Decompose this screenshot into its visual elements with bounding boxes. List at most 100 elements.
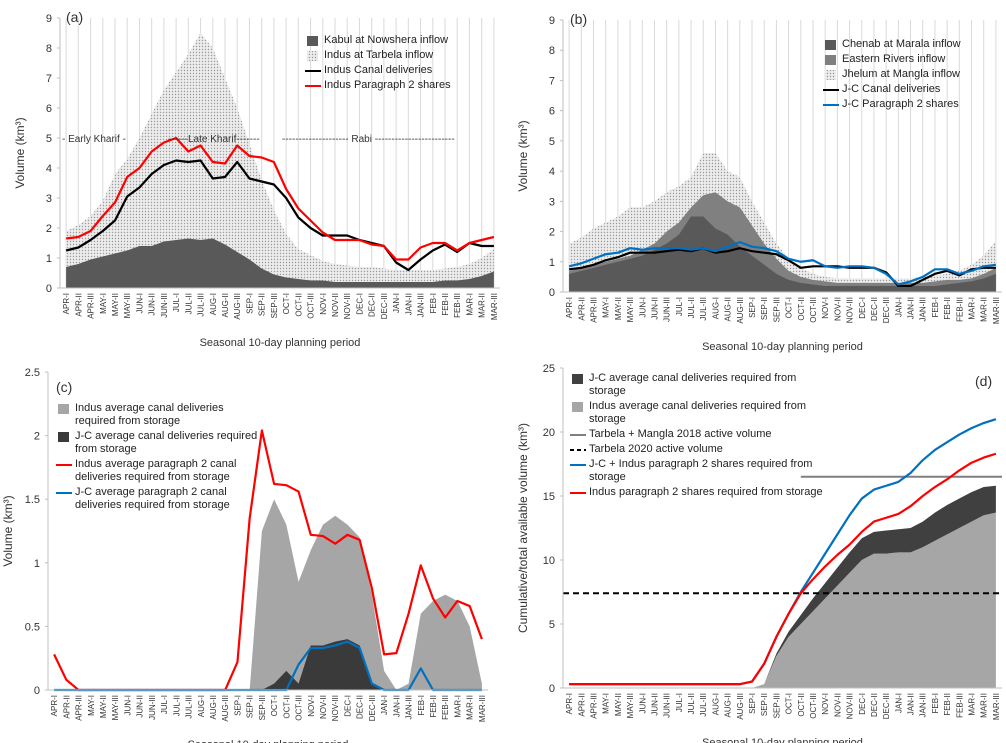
y-axis-title: Volume (km³) [1,495,15,566]
legend-swatch [58,432,69,442]
swatch-area [307,51,318,61]
legend-item: Kabul at Nowshera inflow [305,34,495,47]
legend-label: J-C Canal deliveries [842,83,941,95]
x-tick-label: MAY-III [123,293,132,318]
legend-item: Chenab at Marala inflow [823,38,1006,51]
area [569,485,996,688]
x-tick-label: OCT-III [809,693,818,719]
x-tick-label: JAN-III [417,293,426,317]
legend-item: J-C average canal deliveries required fr… [570,372,832,398]
x-tick-label: AUG-I [197,695,206,717]
y-tick-label: 25 [543,363,555,375]
x-tick-label: DEC-I [355,293,364,315]
x-tick-label: JUN-III [663,297,672,322]
y-tick-label: 1 [549,257,555,269]
x-tick-label: APR-I [50,695,59,716]
swatch-area [307,36,318,46]
annotation: -------------------- Rabi --------------… [282,134,455,145]
x-tick-label: JUN-I [135,293,144,313]
legend-label: J-C average canal deliveries required fr… [75,430,258,455]
panel-label: (b) [570,11,587,27]
x-tick-label: NOV-I [821,693,830,715]
x-tick-label: MAY-I [99,293,108,314]
x-tick-label: AUG-I [711,693,720,715]
legend-item: Indus Canal deliveries [305,64,495,77]
legend-item: Eastern Rivers inflow [823,53,1006,66]
x-tick-label: DEC-II [356,695,365,719]
x-tick-label: OCT-II [294,293,303,317]
x-tick-label: JUL-I [675,297,684,316]
annotation: - Early Kharif - [62,134,126,145]
x-axis-title: Seasonal 10-day planning period [200,337,361,349]
legend-swatch [570,449,586,451]
legend-label: Indus average canal deliveries required … [589,400,807,425]
x-tick-label: NOV-II [833,693,842,717]
x-tick-label: JUL-III [197,293,206,317]
y-tick-label: 2.5 [25,367,40,379]
x-tick-label: JUL-II [184,293,193,314]
legend-label: Indus Paragraph 2 shares [324,79,451,91]
x-tick-label: JUL-II [172,695,181,716]
x-tick-label: MAR-III [490,293,499,320]
x-tick-label: JUN-II [650,297,659,320]
y-tick-label: 0 [549,287,555,299]
legend: Chenab at Marala inflow Eastern Rivers in… [823,38,1006,113]
x-tick-label: DEC-II [368,293,377,317]
x-tick-label: DEC-III [882,297,891,323]
swatch-area [825,55,836,65]
area [569,216,996,292]
legend-label: Eastern Rivers inflow [842,53,946,65]
x-tick-label: NOV-III [331,695,340,721]
x-tick-label: FEB-III [955,693,964,718]
legend-label: Kabul at Nowshera inflow [324,34,449,46]
x-tick-label: FEB-II [441,293,450,316]
line [569,452,997,686]
legend-swatch [570,464,586,466]
x-tick-label: JAN-I [894,297,903,317]
x-tick-label: APR-I [565,297,574,318]
legend-swatch [572,374,583,384]
x-tick-label: OCT-I [270,695,279,716]
x-tick-label: OCT-I [282,293,291,314]
x-tick-label: JUN-II [136,695,145,718]
panel-label: (d) [975,373,992,389]
x-tick-label: JAN-III [919,693,928,717]
x-tick-label: DEC-II [870,297,879,321]
x-tick-label: DEC-I [858,693,867,715]
x-tick-label: MAR-II [466,695,475,720]
x-tick-label: JUL-I [675,693,684,712]
legend-label: Indus average canal deliveries required … [75,402,224,427]
x-tick-label: JUN-II [650,693,659,716]
x-tick-label: FEB-III [955,297,964,322]
x-tick-label: SEP-I [748,693,757,714]
legend: Indus average canal deliveries required … [56,402,266,514]
x-tick-label: DEC-III [368,695,377,721]
x-tick-label: OCT-III [307,293,316,319]
legend-swatch [305,85,321,87]
legend-swatch [825,40,836,50]
legend: J-C average canal deliveries required fr… [570,372,832,501]
y-tick-label: 1.5 [25,494,40,506]
x-tick-label: AUG-III [233,293,242,320]
legend-label: Indus average paragraph 2 canal deliveri… [75,458,237,483]
x-tick-label: JUN-III [148,695,157,720]
x-tick-label: OCT-III [295,695,304,721]
swatch-area [572,374,583,384]
x-tick-label: NOV-I [307,695,316,717]
legend-item: Indus average paragraph 2 canal deliveri… [56,458,266,484]
y-tick-label: 6 [549,106,555,118]
legend-swatch [823,104,839,106]
y-axis-title: Volume (km³) [516,120,530,191]
x-tick-label: JUN-I [638,693,647,713]
x-tick-label: JUN-I [638,297,647,317]
x-tick-label: JUN-I [123,695,132,715]
legend-item: Indus average canal deliveries required … [570,400,832,426]
x-tick-label: NOV-I [821,297,830,319]
x-tick-label: MAY-I [602,297,611,318]
x-tick-label: AUG-III [221,695,230,722]
x-tick-label: MAR-II [980,693,989,718]
x-tick-label: DEC-I [343,695,352,717]
legend-item: Jhelum at Mangla inflow [823,68,1006,81]
legend-label: Indus at Tarbela inflow [324,49,434,61]
x-tick-label: JAN-II [404,293,413,315]
